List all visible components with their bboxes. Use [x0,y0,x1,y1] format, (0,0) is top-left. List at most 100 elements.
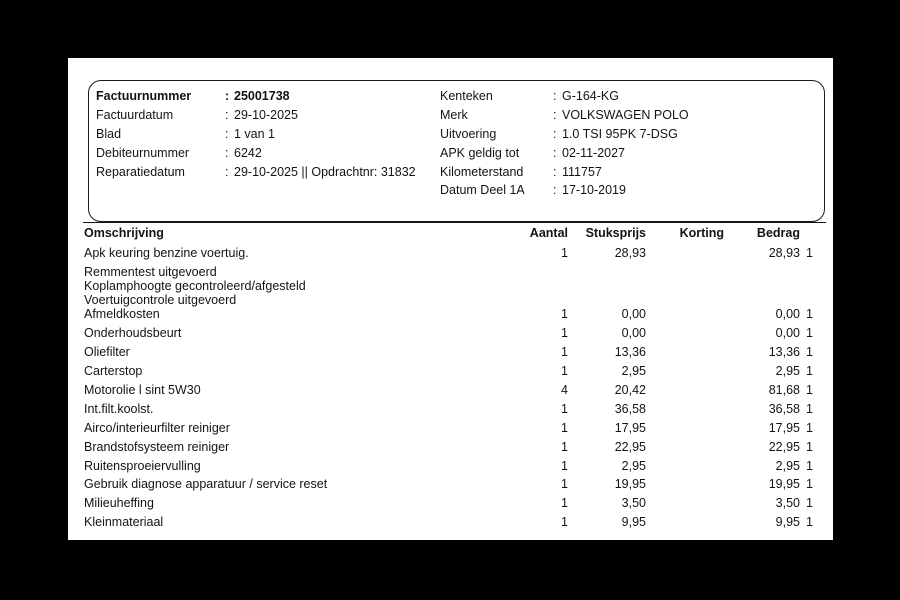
cell-description: Gebruik diagnose apparatuur / service re… [84,477,328,492]
invoice-field-separator: : [225,126,229,141]
cell-description: Motorolie l sint 5W30 [84,383,201,398]
cell-description: Carterstop [84,364,143,379]
cell-description: Milieuheffing [84,496,154,511]
invoice-field-label: Reparatiedatum [96,164,185,179]
cell-quantity: 1 [561,246,568,260]
table-row: Brandstofsysteem reiniger 1 22,95 22,95 1 [68,440,833,459]
cell-description: Airco/interieurfilter reiniger [84,420,230,435]
vehicle-field-value: 111757 [562,164,602,179]
vehicle-field-separator: : [553,164,557,179]
cell-quantity: 1 [561,515,568,530]
vehicle-field-row: APK geldig tot:02-11-2027 [440,144,689,163]
vehicle-field-row: Kenteken: G-164-KG [440,87,689,106]
invoice-header-box [88,80,825,222]
cell-amount: 9,95 [775,515,800,530]
table-row: Airco/interieurfilter reiniger 1 17,95 17,9… [68,421,833,440]
cell-unit-price: 2,95 [621,458,646,473]
column-header-unit-price: Stuksprijs [585,226,646,240]
cell-unit-price: 22,95 [614,439,646,454]
cell-unit-price: 13,36 [614,345,646,360]
cell-unit-price: 0,00 [621,326,646,341]
invoice-page: Factuurnummer:25001738 Factuurdatum:29-10… [68,58,833,540]
cell-unit-price: 9,95 [621,515,646,530]
cell-vat-code: 1 [806,345,813,360]
invoice-field-separator: : [225,164,229,179]
invoice-field-value: 1 van 1 [234,126,276,141]
cell-vat-code: 1 [806,307,813,322]
cell-vat-code: 1 [806,515,813,530]
vehicle-field-separator: : [553,107,557,122]
table-header-row: Omschrijving Aantal Stuksprijs Korting Bedra… [68,226,833,246]
column-header-amount: Bedrag [756,226,800,240]
cell-amount: 22,95 [768,439,800,454]
invoice-field-label: Factuurdatum [96,107,174,122]
vehicle-field-value: G-164-KG [562,89,619,103]
table-row: Motorolie l sint 5W30 4 20,42 81,68 1 [68,383,833,402]
column-header-description: Omschrijving [84,226,164,240]
cell-unit-price: 0,00 [621,307,646,322]
cell-description: Koplamphoogte gecontroleerd/afgesteld [84,279,306,294]
table-row: Kleinmateriaal 1 9,95 9,95 1 [68,515,833,534]
vehicle-field-label: APK geldig tot [440,145,520,160]
vehicle-field-separator: : [553,126,557,141]
cell-unit-price: 2,95 [621,364,646,379]
cell-description: Kleinmateriaal [84,515,164,530]
cell-quantity: 1 [561,364,568,379]
cell-quantity: 1 [561,439,568,454]
cell-quantity: 1 [561,496,568,511]
cell-quantity: 1 [561,307,568,322]
cell-vat-code: 1 [806,326,813,341]
invoice-field-value: 25001738 [234,89,290,103]
vehicle-field-separator: : [553,145,557,160]
invoice-field-separator: : [225,89,230,103]
cell-amount: 2,95 [775,458,800,473]
vehicle-field-separator: : [553,183,557,198]
cell-vat-code: 1 [806,383,813,398]
cell-amount: 19,95 [768,477,800,492]
cell-vat-code: 1 [806,420,813,435]
table-row: Ruitensproeiervulling 1 2,95 2,95 1 [68,459,833,478]
vehicle-field-row: Uitvoering:1.0 TSI 95PK 7-DSG [440,125,689,144]
cell-quantity: 1 [561,420,568,435]
line-items-table: Omschrijving Aantal Stuksprijs Korting Bedra… [68,226,833,534]
column-header-quantity: Aantal [529,226,568,240]
cell-description: Afmeldkosten [84,307,160,322]
vehicle-field-value: 02-11-2027 [562,145,626,160]
vehicle-meta-right: Kenteken: G-164-KG Merk: VOLKSWAGEN POLO Uit… [440,87,689,200]
cell-amount: 17,95 [768,420,800,435]
invoice-field-value: 29-10-2025 [234,107,298,122]
cell-amount: 28,93 [768,246,800,260]
invoice-meta-left: Factuurnummer:25001738 Factuurdatum:29-10… [96,87,416,181]
cell-unit-price: 3,50 [621,496,646,511]
cell-description: Remmentest uitgevoerd [84,264,217,279]
vehicle-field-label: Kenteken [440,89,493,103]
invoice-field-separator: : [225,107,229,122]
vehicle-field-label: Kilometerstand [440,164,524,179]
cell-vat-code: 1 [806,401,813,416]
invoice-field-label: Factuurnummer [96,89,192,103]
invoice-field-row: Factuurdatum:29-10-2025 [96,106,416,125]
cell-unit-price: 17,95 [614,420,646,435]
cell-description: Voertuigcontrole uitgevoerd [84,293,237,308]
cell-amount: 0,00 [775,326,800,341]
cell-vat-code: 1 [806,246,813,260]
vehicle-field-row: Kilometerstand:111757 [440,163,689,182]
vehicle-field-value: 17-10-2019 [562,183,626,198]
vehicle-field-label: Datum Deel 1A [440,183,525,198]
table-row: Gebruik diagnose apparatuur / service re… [68,477,833,496]
vehicle-field-value: VOLKSWAGEN POLO [562,107,689,122]
cell-quantity: 1 [561,345,568,360]
table-row: Milieuheffing 1 3,50 3,50 1 [68,496,833,515]
table-row: Voertuigcontrole uitgevoerd [68,293,833,307]
table-row: Koplamphoogte gecontroleerd/afgesteld [68,279,833,293]
cell-description: Ruitensproeiervulling [84,458,201,473]
cell-quantity: 4 [561,383,568,398]
table-row: Carterstop 1 2,95 2,95 1 [68,364,833,383]
invoice-field-row: Reparatiedatum:29-10-2025 || Opdrachtnr:… [96,163,416,182]
table-row: Afmeldkosten 1 0,00 0,00 1 [68,307,833,326]
cell-description: Oliefilter [84,345,130,360]
cell-unit-price: 36,58 [614,401,646,416]
cell-quantity: 1 [561,401,568,416]
invoice-field-row: Factuurnummer:25001738 [96,87,416,106]
